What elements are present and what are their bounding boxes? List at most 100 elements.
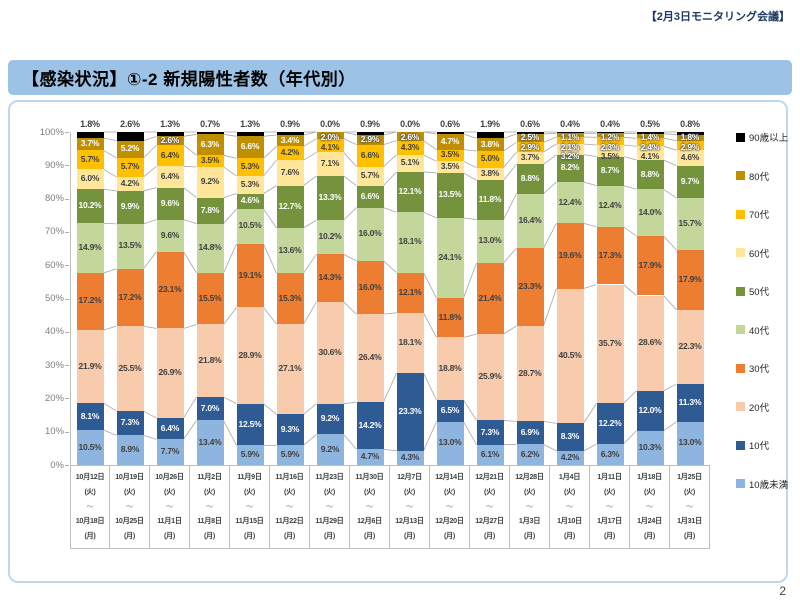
category-label: 12月14日 (火) ～ 12月20日 (月) xyxy=(430,466,470,548)
bar-segment-20代 xyxy=(636,295,664,391)
segment-label-30代: 17.9% xyxy=(638,259,662,270)
bar-segment-50代 xyxy=(276,185,304,228)
segment-label-60代: 9.2% xyxy=(200,176,220,187)
y-axis-tick xyxy=(65,331,69,333)
bar-segment-70代 xyxy=(396,140,424,155)
legend-label: 90歳以上 xyxy=(749,133,789,144)
category-label: 11月23日 (火) ～ 11月29日 (月) xyxy=(310,466,350,548)
bar-segment-90歳以上 xyxy=(356,132,384,135)
segment-label-80代: 4.7% xyxy=(440,135,460,146)
y-axis-tick xyxy=(65,165,69,167)
y-axis-label: 10% xyxy=(44,426,64,438)
bar-segment-40代 xyxy=(156,219,184,252)
segment-label-10代: 12.2% xyxy=(598,417,622,428)
segment-label-40代: 16.0% xyxy=(358,228,382,239)
bar-segment-30代 xyxy=(436,298,464,338)
bar-segment-60代 xyxy=(636,146,664,160)
segment-label-70代: 3.5% xyxy=(440,149,460,160)
segment-label-40代: 15.7% xyxy=(678,218,702,229)
segment-label-70代: 3.5% xyxy=(200,155,220,166)
category-label: 12月21日 (火) ～ 12月27日 (月) xyxy=(470,466,510,548)
y-axis-label: 80% xyxy=(44,193,64,205)
y-axis-label: 20% xyxy=(44,392,64,404)
y-axis-label: 0% xyxy=(50,459,64,471)
segment-label-10代: 6.5% xyxy=(440,404,460,415)
category-label: 10月12日 (火) ～ 10月18日 (月) xyxy=(70,466,110,548)
segment-label-50代: 12.1% xyxy=(398,186,422,197)
segment-label-10歳未満: 9.2% xyxy=(320,443,340,454)
segment-label-10代: 11.3% xyxy=(678,396,702,407)
bar-segment-10代 xyxy=(396,373,424,451)
bar-segment-60代 xyxy=(76,169,104,190)
segment-label-70代: 4.3% xyxy=(400,141,420,152)
bar-segment-80代 xyxy=(396,132,424,141)
bar-segment-30代 xyxy=(116,268,144,327)
legend-label: 50代 xyxy=(749,287,770,298)
segment-label-10歳未満: 4.3% xyxy=(400,451,420,462)
bar-segment-40代 xyxy=(196,223,224,273)
segment-label-10代: 7.0% xyxy=(200,402,220,413)
segment-label-10代: 12.0% xyxy=(638,404,662,415)
bar-segment-50代 xyxy=(76,189,104,224)
category-label: 1月4日 (火) ～ 1月10日 (月) xyxy=(550,466,590,548)
bar-segment-80代 xyxy=(196,134,224,156)
segment-label-40代: 16.4% xyxy=(518,214,542,225)
segment-label-90歳以上: 1.3% xyxy=(240,119,260,129)
segment-label-70代: 2.9% xyxy=(680,141,700,152)
segment-label-80代: 2.6% xyxy=(400,132,420,142)
segment-label-60代: 5.7% xyxy=(360,170,380,181)
bar-segment-60代 xyxy=(396,154,424,172)
segment-label-50代: 9.9% xyxy=(120,201,140,212)
bar-segment-10歳未満 xyxy=(156,439,184,465)
legend-swatch-40代 xyxy=(736,325,745,334)
bar-segment-10代 xyxy=(516,421,544,445)
segment-label-20代: 27.1% xyxy=(278,363,302,374)
bar-segment-20代 xyxy=(676,309,704,385)
legend-swatch-50代 xyxy=(736,286,745,296)
segment-label-10歳未満: 5.9% xyxy=(280,449,300,460)
bar-segment-80代 xyxy=(276,134,304,147)
bar-segment-60代 xyxy=(436,161,464,173)
bar-segment-30代 xyxy=(156,251,184,329)
legend-label: 60代 xyxy=(749,248,770,260)
bar-segment-90歳以上 xyxy=(476,132,504,139)
segment-label-50代: 10.2% xyxy=(78,200,102,211)
category-label: 1月11日 (火) ～ 1月17日 (月) xyxy=(590,466,630,548)
bar-segment-20代 xyxy=(236,307,264,404)
bar-segment-50代 xyxy=(516,164,544,194)
legend-label: 80代 xyxy=(749,171,770,183)
segment-label-50代: 9.6% xyxy=(160,197,180,208)
segment-label-80代: 1.1% xyxy=(560,132,580,142)
bar-segment-90歳以上 xyxy=(276,132,304,135)
segment-label-80代: 2.6% xyxy=(160,134,180,145)
segment-label-30代: 23.1% xyxy=(158,284,182,294)
bar-segment-90歳以上 xyxy=(516,132,544,134)
segment-label-80代: 6.3% xyxy=(200,138,220,149)
bar-segment-10歳未満 xyxy=(116,435,144,465)
segment-label-20代: 28.9% xyxy=(238,349,262,360)
legend-swatch-90歳以上 xyxy=(736,132,745,142)
segment-label-30代: 19.1% xyxy=(238,269,262,280)
segment-label-50代: 11.8% xyxy=(478,193,502,204)
segment-label-70代: 4.2% xyxy=(280,147,300,158)
segment-label-60代: 5.3% xyxy=(240,178,260,189)
bar-segment-30代 xyxy=(276,273,304,325)
segment-label-90歳以上: 0.5% xyxy=(640,119,660,129)
bar-segment-10歳未満 xyxy=(636,430,664,465)
segment-label-20代: 25.5% xyxy=(118,362,142,373)
bar-segment-30代 xyxy=(556,223,584,289)
segment-label-90歳以上: 2.6% xyxy=(120,119,140,129)
bar-segment-70代 xyxy=(516,142,544,152)
bar-segment-70代 xyxy=(596,137,624,145)
bar-segment-20代 xyxy=(596,284,624,404)
bar-segment-80代 xyxy=(636,133,664,139)
bar-segment-70代 xyxy=(236,158,264,176)
bar-segment-70代 xyxy=(316,138,344,153)
legend-item-50代: 50代 xyxy=(736,284,769,298)
bar-segment-30代 xyxy=(316,254,344,302)
segment-label-30代: 11.8% xyxy=(438,311,462,322)
y-axis-tick xyxy=(65,265,69,267)
bar-segment-30代 xyxy=(236,243,264,308)
y-axis-label: 100% xyxy=(39,126,64,138)
segment-label-70代: 6.6% xyxy=(360,149,380,160)
